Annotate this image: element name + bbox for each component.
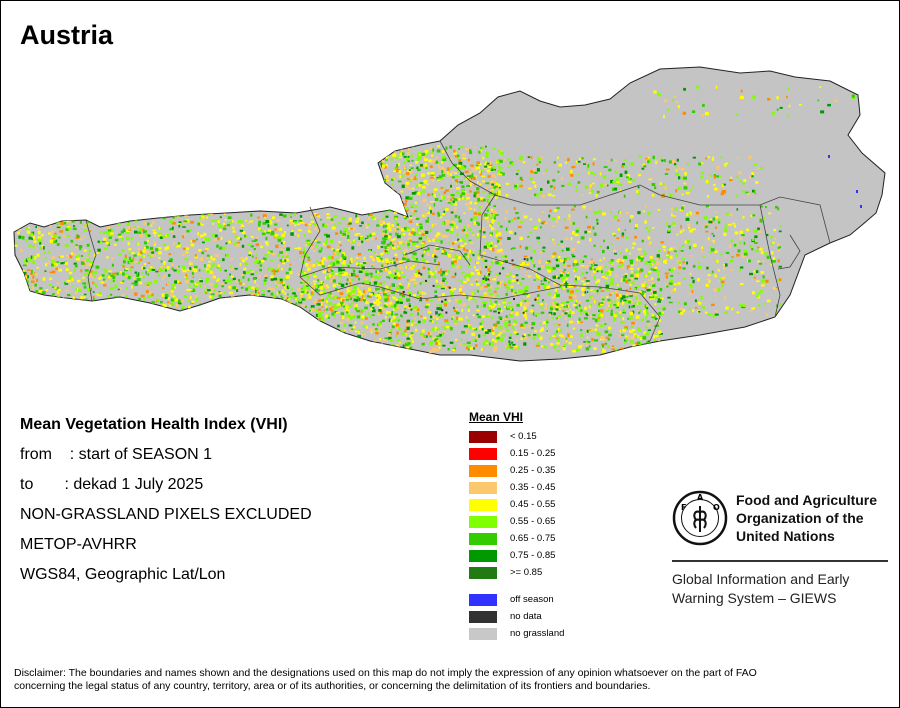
legend-class-swatch xyxy=(469,464,497,477)
legend-class-row: 0.55 - 0.65 xyxy=(469,513,564,530)
map-area xyxy=(0,55,900,375)
mask-line: NON-GRASSLAND PIXELS EXCLUDED xyxy=(20,506,312,523)
legend-special: off season no data no grassland xyxy=(469,591,564,642)
country-title: Austria xyxy=(20,20,114,50)
svg-text:F: F xyxy=(681,503,686,512)
giews-name: Global Information and Early Warning Sys… xyxy=(672,570,888,608)
fao-logo-block: F A O Food and Agriculture Organization … xyxy=(672,490,888,608)
legend: Mean VHI < 0.15 0.15 - 0.25 0.25 - 0.35 0.3… xyxy=(469,410,564,642)
legend-class-row: 0.35 - 0.45 xyxy=(469,479,564,496)
legend-class-row: 0.15 - 0.25 xyxy=(469,445,564,462)
vhi-title: Mean Vegetation Health Index (VHI) xyxy=(20,416,288,433)
legend-class-label: < 0.15 xyxy=(510,431,537,442)
legend-class-row: < 0.15 xyxy=(469,428,564,445)
legend-special-row: no grassland xyxy=(469,625,564,642)
disclaimer: Disclaimer: The boundaries and names sho… xyxy=(14,667,884,693)
fao-org-name: Food and Agriculture Organization of the… xyxy=(736,491,877,545)
legend-special-swatch xyxy=(469,610,497,623)
austria-map xyxy=(13,66,886,362)
legend-special-swatch xyxy=(469,593,497,606)
legend-class-row: 0.65 - 0.75 xyxy=(469,530,564,547)
legend-special-swatch xyxy=(469,627,497,640)
legend-title: Mean VHI xyxy=(469,410,524,424)
austria-country-shape xyxy=(13,66,886,362)
map-info-block: Mean Vegetation Health Index (VHI) from … xyxy=(20,414,312,594)
legend-class-label: 0.35 - 0.45 xyxy=(510,482,556,493)
legend-class-label: 0.65 - 0.75 xyxy=(510,533,556,544)
giews-line2: Warning System – GIEWS xyxy=(672,590,837,606)
legend-class-label: 0.25 - 0.35 xyxy=(510,465,556,476)
giews-line1: Global Information and Early xyxy=(672,571,850,587)
legend-class-row: 0.45 - 0.55 xyxy=(469,496,564,513)
legend-class-label: >= 0.85 xyxy=(510,567,543,578)
fao-org-line2: Organization of the xyxy=(736,510,864,526)
legend-class-swatch xyxy=(469,430,497,443)
legend-special-row: off season xyxy=(469,591,564,608)
fao-org-line3: United Nations xyxy=(736,528,835,544)
legend-class-label: 0.45 - 0.55 xyxy=(510,499,556,510)
sensor-line: METOP-AVHRR xyxy=(20,536,137,553)
disclaimer-line1: Disclaimer: The boundaries and names sho… xyxy=(14,667,757,679)
disclaimer-line2: concerning the legal status of any count… xyxy=(14,680,651,692)
legend-class-swatch xyxy=(469,498,497,511)
fao-org-line1: Food and Agriculture xyxy=(736,492,878,508)
to-line: to : dekad 1 July 2025 xyxy=(20,476,204,493)
legend-class-label: 0.75 - 0.85 xyxy=(510,550,556,561)
legend-class-swatch xyxy=(469,532,497,545)
legend-class-swatch xyxy=(469,515,497,528)
legend-class-swatch xyxy=(469,549,497,562)
legend-class-swatch xyxy=(469,447,497,460)
svg-text:O: O xyxy=(713,503,720,512)
projection-line: WGS84, Geographic Lat/Lon xyxy=(20,566,226,583)
fao-emblem-icon: F A O xyxy=(672,490,728,546)
legend-class-label: 0.55 - 0.65 xyxy=(510,516,556,527)
legend-classes: < 0.15 0.15 - 0.25 0.25 - 0.35 0.35 - 0.45 0… xyxy=(469,428,564,581)
from-line: from : start of SEASON 1 xyxy=(20,446,213,463)
legend-class-swatch xyxy=(469,481,497,494)
province-boundaries xyxy=(85,140,831,342)
legend-special-row: no data xyxy=(469,608,564,625)
legend-class-row: 0.25 - 0.35 xyxy=(469,462,564,479)
legend-class-label: 0.15 - 0.25 xyxy=(510,448,556,459)
legend-class-row: 0.75 - 0.85 xyxy=(469,547,564,564)
legend-special-label: no grassland xyxy=(510,628,565,639)
svg-text:A: A xyxy=(697,493,704,502)
legend-special-label: off season xyxy=(510,594,554,605)
legend-class-swatch xyxy=(469,566,497,579)
logo-divider xyxy=(672,560,888,562)
legend-class-row: >= 0.85 xyxy=(469,564,564,581)
legend-special-label: no data xyxy=(510,611,542,622)
